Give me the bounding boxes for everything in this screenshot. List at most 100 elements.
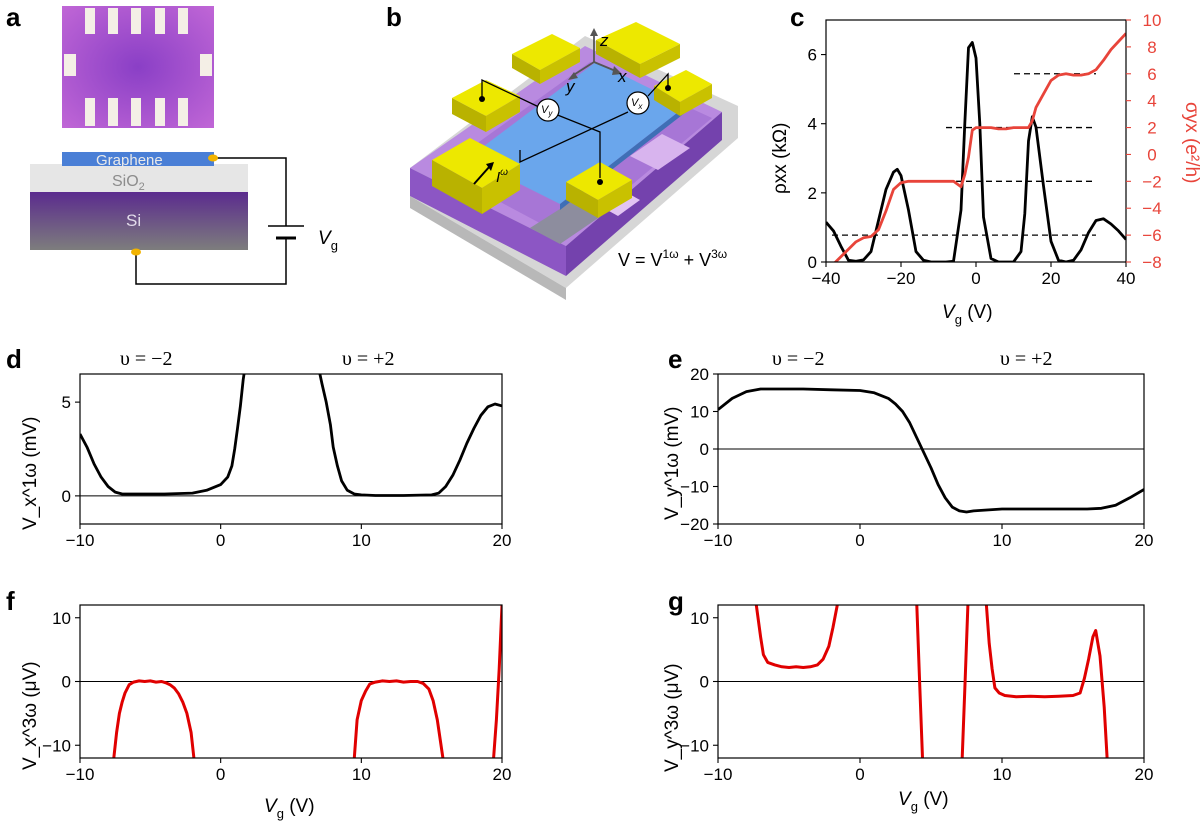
y-tick-label-g: −10: [680, 736, 709, 755]
e-ylabel: V_y^1ω (mV): [662, 407, 683, 521]
x-tick-label-f: 20: [493, 765, 512, 784]
x-tick-label-g: 0: [855, 765, 864, 784]
x-tick-label-c: −40: [812, 269, 841, 288]
x-tick-label-c: 40: [1117, 269, 1136, 288]
panel-label-b: b: [386, 2, 402, 32]
series-line-f-0-2: [492, 605, 502, 758]
series-line-g-0-1: [915, 605, 924, 758]
gate-region: [530, 200, 604, 244]
f-xlabel: Vg (V): [264, 796, 315, 821]
x-tick-label-e: 20: [1135, 531, 1154, 550]
y-tick-label-c: 6: [808, 46, 817, 65]
series-line-g-0-2: [960, 605, 970, 758]
plot-d: −10 0 10 20 0 5: [62, 373, 512, 550]
svg-text:Vy: Vy: [541, 104, 553, 118]
y-tick-label-right-c: −2: [1142, 172, 1161, 191]
contact-dot-bottom: [131, 248, 141, 256]
y-tick-label-g: 0: [700, 673, 709, 692]
vg-label-a: Vg: [318, 228, 338, 253]
annotation-d-nu-minus2: υ = −2: [120, 348, 172, 370]
y-tick-label-right-c: −4: [1142, 199, 1161, 218]
sio2-layer: [30, 164, 248, 192]
x-tick-label-f: −10: [66, 765, 95, 784]
voltmeter-vy: [536, 98, 560, 122]
series-line-f-0-1: [352, 679, 445, 758]
annotation-e-nu-minus2: υ = −2: [772, 348, 824, 370]
y-tick-label-d: 5: [62, 393, 71, 412]
c-xlabel: Vg (V): [942, 302, 993, 327]
axis-y: [571, 61, 595, 77]
svg-text:Vx: Vx: [631, 97, 643, 111]
y-tick-label-e: −20: [680, 515, 709, 534]
y-tick-label-right-c: 4: [1147, 92, 1156, 111]
g-ylabel: V_y^3ω (μV): [662, 663, 683, 772]
axis-x-label: x: [617, 67, 627, 86]
y-tick-label-right-c: −6: [1142, 226, 1161, 245]
y-tick-label-c: 4: [808, 115, 817, 134]
x-tick-label-g: 20: [1135, 765, 1154, 784]
x-tick-label-f: 10: [352, 765, 371, 784]
axis-z-label: z: [599, 31, 609, 50]
x-tick-label-d: 20: [493, 531, 512, 550]
axis-y-label: y: [565, 77, 576, 96]
plot-f: −10 0 10 20 −10 0 10: [42, 604, 512, 784]
x-tick-label-g: −10: [704, 765, 733, 784]
graphene-layer: [62, 152, 214, 166]
annotation-d-nu-plus2: υ = +2: [342, 348, 394, 370]
g-xlabel: Vg (V): [898, 789, 949, 814]
panel-label-d: d: [6, 344, 22, 374]
voltage-equation: V = V1ω + V3ω: [618, 247, 727, 270]
series-line-g-0-0: [754, 605, 839, 669]
x-tick-label-e: 10: [993, 531, 1012, 550]
y-tick-label-f: 0: [62, 673, 71, 692]
plot-g: −10 0 10 20 −10 0 10: [680, 604, 1154, 784]
x-tick-label-c: −20: [887, 269, 916, 288]
si-layer: [30, 192, 248, 250]
y-tick-label-g: 10: [690, 609, 709, 628]
y-tick-label-right-c: −8: [1142, 253, 1161, 272]
d-ylabel: V_x^1ω (mV): [20, 417, 41, 531]
y-tick-label-e: 20: [690, 365, 709, 384]
gold-contacts: [432, 22, 712, 218]
annotation-e-nu-plus2: υ = +2: [1000, 348, 1052, 370]
y-tick-label-c: 0: [808, 253, 817, 272]
y-tick-label-right-c: 10: [1143, 11, 1162, 30]
x-tick-label-d: 10: [352, 531, 371, 550]
x-tick-label-c: 0: [971, 269, 980, 288]
series-line-f-0-0: [112, 679, 196, 758]
sio2-label: SiO2: [112, 173, 145, 193]
y-tick-label-right-c: 2: [1147, 119, 1156, 138]
current-label: Iω: [496, 167, 508, 186]
y-tick-label-f: −10: [42, 736, 71, 755]
panel-label-g: g: [668, 586, 684, 616]
x-tick-label-e: −10: [704, 531, 733, 550]
current-arrow: [473, 165, 491, 185]
y-tick-label-d: 0: [62, 487, 71, 506]
series-line-e-0-0: [718, 387, 1144, 514]
y-tick-label-e: 10: [690, 403, 709, 422]
series-line-d-0-0: [80, 374, 502, 497]
contact-dot-top: [208, 154, 218, 162]
wire-bottom: [135, 238, 287, 285]
x-tick-label-c: 20: [1042, 269, 1061, 288]
series-line-g-0-3: [984, 605, 1109, 758]
micrograph-contacts: [64, 8, 212, 126]
wire-top: [214, 157, 287, 226]
panel-label-f: f: [6, 586, 15, 616]
y-tick-label-c: 2: [808, 184, 817, 203]
x-tick-label-d: −10: [66, 531, 95, 550]
c-ylabel-right: σyx (e²/h): [1181, 102, 1200, 183]
y-tick-label-e: −10: [680, 478, 709, 497]
vx-wire-1: [647, 72, 669, 97]
x-tick-label-d: 0: [216, 531, 225, 550]
x-tick-label-e: 0: [855, 531, 864, 550]
y-tick-label-right-c: 0: [1147, 145, 1156, 164]
voltmeter-vx: [626, 91, 650, 115]
panel-label-c: c: [790, 2, 804, 32]
c-ylabel-left: ρxx (kΩ): [770, 123, 791, 194]
series-line-c-1-0: [833, 32, 1126, 262]
vy-wire-1: [481, 78, 542, 109]
